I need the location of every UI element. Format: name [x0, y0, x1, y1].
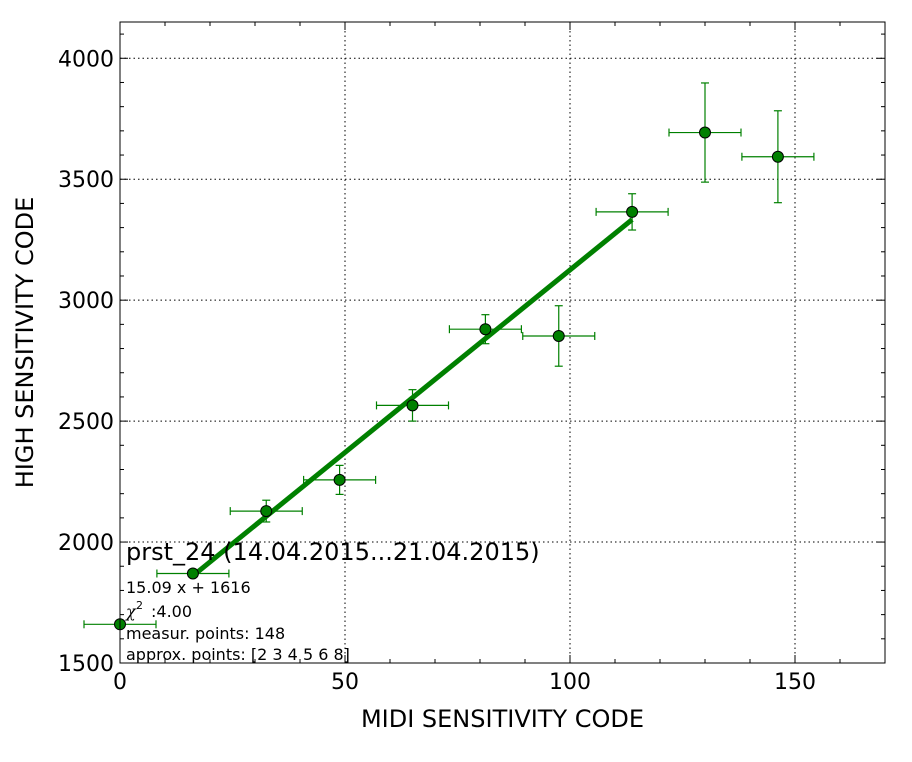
y-tick-label: 3000	[58, 289, 114, 314]
data-point	[668, 82, 742, 183]
point-marker	[406, 399, 419, 412]
y-axis-label: HIGH SENSITIVITY CODE	[11, 197, 39, 489]
tick-labels: 0 50 100 150 1500 2000 2500 3000 3500 4000	[58, 47, 816, 695]
y-tick-label: 2500	[58, 410, 114, 435]
data-point	[156, 567, 230, 580]
x-tick-label: 50	[331, 670, 359, 695]
point-marker	[186, 567, 199, 580]
point-marker	[552, 329, 565, 342]
y-tick-label: 3500	[58, 168, 114, 193]
point-marker	[626, 205, 639, 218]
data-point	[522, 305, 596, 367]
axis-ticks	[119, 22, 885, 664]
x-tick-label: 0	[113, 670, 127, 695]
point-marker	[333, 473, 346, 486]
annotation-equation: 15.09 x + 1616	[126, 578, 251, 597]
y-tick-label: 2000	[58, 531, 114, 556]
chi2-value: :4.00	[151, 602, 192, 621]
x-tick-label: 150	[774, 670, 816, 695]
chi2-symbol: χ	[125, 602, 137, 621]
data-point	[375, 389, 450, 422]
data-point	[448, 314, 523, 345]
data-point	[595, 193, 669, 231]
annotation-measur-points: measur. points: 148	[126, 624, 285, 643]
data-point	[741, 110, 815, 204]
x-tick-label: 100	[549, 670, 591, 695]
grid-lines	[120, 22, 885, 663]
plot-frame	[119, 21, 886, 664]
point-marker	[260, 505, 273, 518]
point-marker	[479, 323, 492, 336]
annotation-title: prst_24 (14.04.2015...21.04.2015)	[126, 538, 540, 566]
data-points	[83, 82, 815, 631]
chi2-superscript: 2	[136, 599, 143, 612]
y-tick-label: 1500	[58, 652, 114, 677]
data-point	[229, 499, 303, 523]
annotation-approx-points: approx. points: [2 3 4 5 6 8]	[126, 645, 350, 664]
annotation-chi2: χ 2 :4.00	[125, 599, 192, 621]
data-point	[303, 464, 377, 496]
y-tick-label: 4000	[58, 47, 114, 72]
point-marker	[771, 150, 784, 163]
annotation-block: prst_24 (14.04.2015...21.04.2015) 15.09 …	[125, 538, 540, 664]
x-axis-label: MIDI SENSITIVITY CODE	[361, 705, 644, 733]
point-marker	[699, 126, 711, 139]
